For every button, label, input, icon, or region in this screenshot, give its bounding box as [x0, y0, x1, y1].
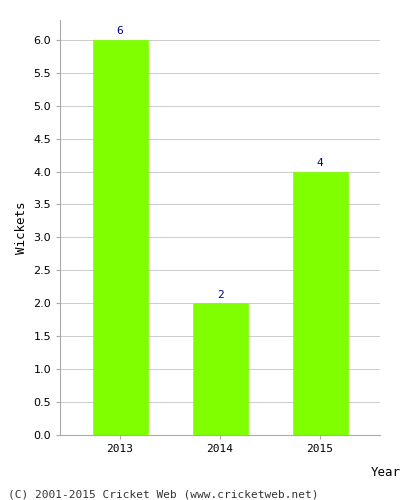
Y-axis label: Wickets: Wickets [15, 201, 28, 254]
Bar [292, 172, 348, 435]
Text: 6: 6 [117, 26, 123, 36]
Text: (C) 2001-2015 Cricket Web (www.cricketweb.net): (C) 2001-2015 Cricket Web (www.cricketwe… [8, 490, 318, 500]
Text: Year: Year [371, 466, 400, 478]
Bar [92, 40, 148, 435]
Text: 2: 2 [217, 290, 223, 300]
Text: 4: 4 [317, 158, 323, 168]
Bar [192, 304, 248, 435]
